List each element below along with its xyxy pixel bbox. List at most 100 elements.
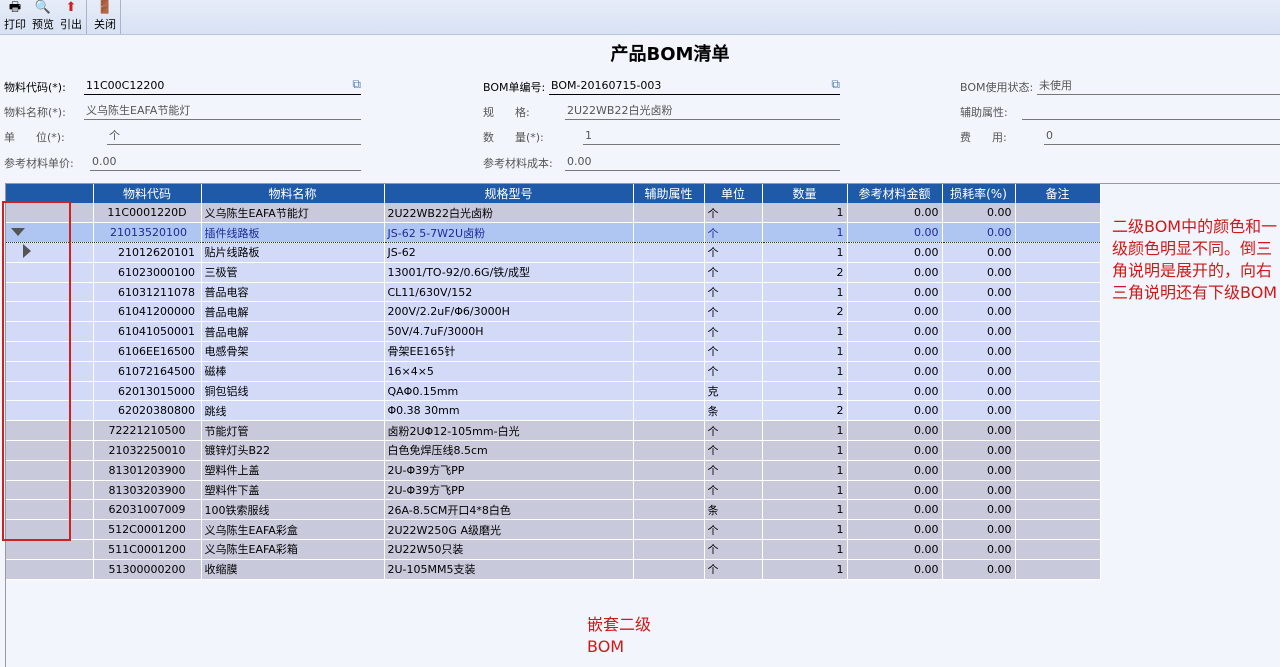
cell-aux (633, 381, 705, 402)
column-header[interactable]: 损耗率(%) (942, 184, 1016, 203)
column-header[interactable]: 数量 (762, 184, 848, 203)
cell-aux (633, 460, 705, 481)
cell-spec: JS-62 5-7W2U卤粉 (384, 222, 634, 244)
tree-cell[interactable] (6, 321, 94, 343)
table-row[interactable]: 72221210500 节能灯管 卤粉2UΦ12-105mm-白光个 1 0.00 0.0… (6, 420, 1101, 442)
table-row[interactable]: 21032250010 镀锌灯头B22 白色免焊压线8.5cm 个 1 0.00 0.00 (6, 440, 1101, 461)
cell-amount: 0.00 (847, 361, 943, 382)
cell-qty: 1 (762, 519, 848, 541)
cell-name: 收缩膜 (201, 559, 385, 580)
cell-qty: 1 (762, 559, 848, 580)
cell-note (1015, 381, 1101, 402)
column-header[interactable]: 物料名称 (201, 184, 385, 203)
cell-note (1015, 480, 1101, 501)
table-row[interactable]: 6106EE16500 电感骨架 骨架EE165针个 1 0.00 0.00 (6, 341, 1101, 362)
cell-note (1015, 559, 1101, 580)
tree-cell[interactable] (6, 381, 94, 402)
print-button[interactable]: 🖶 打印 (1, 0, 29, 34)
tree-cell[interactable] (6, 480, 94, 501)
cell-name: 镀锌灯头B22 (201, 440, 385, 461)
table-row[interactable]: 512C0001200 义乌陈生EAFA彩盒 2U22W250G A级磨光个 1 0.0… (6, 519, 1101, 541)
tree-cell[interactable] (6, 361, 94, 382)
cell-qty: 1 (762, 203, 848, 224)
tree-cell[interactable] (6, 499, 94, 521)
expand-triangle-icon[interactable] (23, 243, 31, 258)
tree-cell[interactable] (6, 440, 94, 461)
column-header[interactable]: 单位 (704, 184, 763, 203)
export-button[interactable]: ⬆ 引出 (57, 0, 85, 34)
cell-spec: 26A-8.5CM开口4*8白色 (384, 499, 634, 521)
table-row[interactable]: 511C0001200 义乌陈生EAFA彩箱 2U22W50只装个 1 0.00 0.00 (6, 539, 1101, 560)
cell-note (1015, 282, 1101, 303)
table-row[interactable]: 61031211078 普品电容 CL11/630V/152 个 1 0.00 0.00 (6, 282, 1101, 303)
column-header[interactable]: 规格型号 (384, 184, 634, 203)
cell-amount: 0.00 (847, 460, 943, 481)
table-row[interactable]: 81303203900 塑料件下盖 2U-Φ39方飞PP 个 1 0.00 0.00 (6, 480, 1101, 501)
tree-cell[interactable] (6, 222, 94, 244)
toolbar-divider (120, 0, 121, 34)
table-row[interactable]: 62020380800 跳线 Φ0.38 30mm 条 2 0.00 0.00 (6, 400, 1101, 422)
preview-button[interactable]: 🔍 预览 (29, 0, 57, 34)
preview-icon: 🔍 (34, 0, 52, 15)
tree-cell[interactable] (6, 282, 94, 303)
collapse-triangle-icon[interactable] (11, 228, 25, 237)
table-row[interactable]: 61041050001 普品电解 50V/4.7uF/3000H 个 1 0.00 0.00 (6, 321, 1101, 343)
cell-amount: 0.00 (847, 539, 943, 560)
cell-name: 塑料件上盖 (201, 460, 385, 481)
column-header[interactable] (6, 184, 94, 203)
cell-aux (633, 361, 705, 382)
tree-cell[interactable] (6, 420, 94, 442)
cell-spec: 白色免焊压线8.5cm (384, 440, 634, 461)
tree-cell[interactable] (6, 341, 94, 362)
tree-cell[interactable] (6, 559, 94, 580)
table-row[interactable]: 21012620101 贴片线路板 JS-62 个 1 0.00 0.00 (6, 242, 1101, 263)
cell-loss: 0.00 (942, 262, 1016, 283)
table-row[interactable]: 51300000200 收缩膜 2U-105MM5支装个 1 0.00 0.00 (6, 559, 1101, 580)
lookup-icon[interactable]: ⧉ (352, 77, 361, 91)
toolbar-divider (86, 0, 87, 34)
table-row[interactable]: 62013015000 铜包铝线 QAΦ0.15mm 克 1 0.00 0.00 (6, 381, 1101, 402)
table-row[interactable]: 11C0001220D 义乌陈生EAFA节能灯 2U22WB22白光卤粉个 1 0.00… (6, 203, 1101, 224)
cell-note (1015, 203, 1101, 224)
tree-cell[interactable] (6, 400, 94, 422)
cell-spec: CL11/630V/152 (384, 282, 634, 303)
bom-grid[interactable]: 物料代码 物料名称 规格型号 辅助属性 单位 数量 参考材料金额 损耗率(%) 备注 11C00… (5, 183, 1280, 667)
cell-aux (633, 341, 705, 362)
aux-attr-field: 辅助属性: (960, 102, 1280, 120)
tree-cell[interactable] (6, 262, 94, 283)
column-header[interactable]: 辅助属性 (633, 184, 705, 203)
ref-price-field: 参考材料单价: 0.00 (4, 153, 361, 171)
cell-loss: 0.00 (942, 539, 1016, 560)
close-button[interactable]: 🚪 关闭 (91, 0, 119, 34)
export-icon: ⬆ (65, 0, 77, 15)
cell-aux (633, 262, 705, 283)
table-row[interactable]: 61072164500 磁棒 16×4×5 个 1 0.00 0.00 (6, 361, 1101, 382)
cell-note (1015, 460, 1101, 481)
tree-cell[interactable] (6, 460, 94, 481)
lookup-icon[interactable]: ⧉ (831, 77, 840, 91)
tree-cell[interactable] (6, 242, 94, 263)
tree-cell[interactable] (6, 539, 94, 560)
column-header[interactable]: 备注 (1015, 184, 1101, 203)
tree-cell[interactable] (6, 203, 94, 224)
fee-field: 费 用: 0 (960, 127, 1280, 145)
cell-code: 51300000200 (93, 559, 202, 580)
cell-amount: 0.00 (847, 420, 943, 442)
table-row[interactable]: 81301203900 塑料件上盖 2U-Φ39方飞PP 个 1 0.00 0.00 (6, 460, 1101, 481)
item-code-field[interactable]: 物料代码(*): 11C00C12200 ⧉ (4, 77, 361, 95)
column-header[interactable]: 物料代码 (93, 184, 202, 203)
bom-status-field: BOM使用状态: 未使用 (960, 77, 1280, 95)
cell-loss: 0.00 (942, 400, 1016, 422)
column-header[interactable]: 参考材料金额 (847, 184, 943, 203)
tree-cell[interactable] (6, 301, 94, 323)
cell-unit: 个 (704, 301, 763, 323)
cell-spec: JS-62 (384, 242, 634, 263)
table-row[interactable]: 62031007009 100铁索服线 26A-8.5CM开口4*8白色条 1 0.00… (6, 499, 1101, 521)
cell-aux (633, 420, 705, 442)
cell-loss: 0.00 (942, 381, 1016, 402)
table-row[interactable]: 61023000100 三极管 13001/TO-92/0.6G/铁/成型个 2 0.0… (6, 262, 1101, 283)
table-row[interactable]: 21013520100 插件线路板 JS-62 5-7W2U卤粉个 1 0.00 0.00 (6, 222, 1101, 244)
tree-cell[interactable] (6, 519, 94, 541)
bom-no-field[interactable]: BOM单编号: BOM-20160715-003 ⧉ (483, 77, 840, 95)
table-row[interactable]: 61041200000 普品电解 200V/2.2uF/Φ6/3000H 个 2 0.00… (6, 301, 1101, 323)
